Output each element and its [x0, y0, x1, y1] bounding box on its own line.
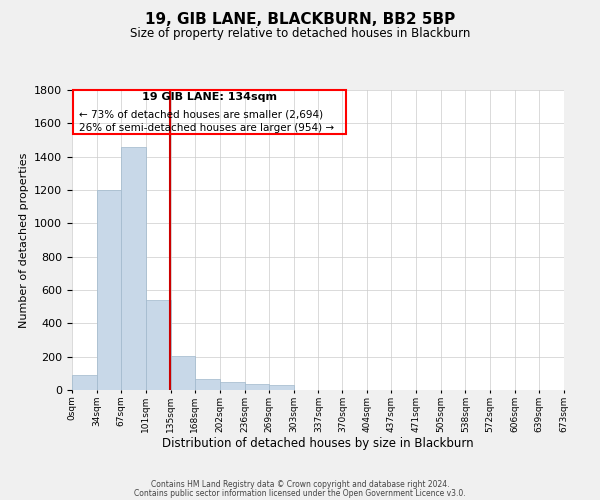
Bar [121, 146, 146, 390]
Bar [72, 375, 97, 390]
Bar [220, 382, 245, 390]
Bar [245, 384, 269, 390]
Bar [146, 300, 170, 390]
Text: 19 GIB LANE: 134sqm: 19 GIB LANE: 134sqm [142, 92, 277, 102]
Text: Contains public sector information licensed under the Open Government Licence v3: Contains public sector information licen… [134, 488, 466, 498]
Text: ← 73% of detached houses are smaller (2,694): ← 73% of detached houses are smaller (2,… [79, 109, 323, 119]
Bar [195, 379, 220, 390]
Text: Size of property relative to detached houses in Blackburn: Size of property relative to detached ho… [130, 28, 470, 40]
Y-axis label: Number of detached properties: Number of detached properties [19, 152, 29, 328]
Bar [170, 356, 195, 390]
Bar [269, 386, 293, 390]
Bar [97, 190, 121, 390]
X-axis label: Distribution of detached houses by size in Blackburn: Distribution of detached houses by size … [162, 438, 474, 450]
Text: 26% of semi-detached houses are larger (954) →: 26% of semi-detached houses are larger (… [79, 122, 335, 132]
Text: 19, GIB LANE, BLACKBURN, BB2 5BP: 19, GIB LANE, BLACKBURN, BB2 5BP [145, 12, 455, 28]
Text: Contains HM Land Registry data © Crown copyright and database right 2024.: Contains HM Land Registry data © Crown c… [151, 480, 449, 489]
